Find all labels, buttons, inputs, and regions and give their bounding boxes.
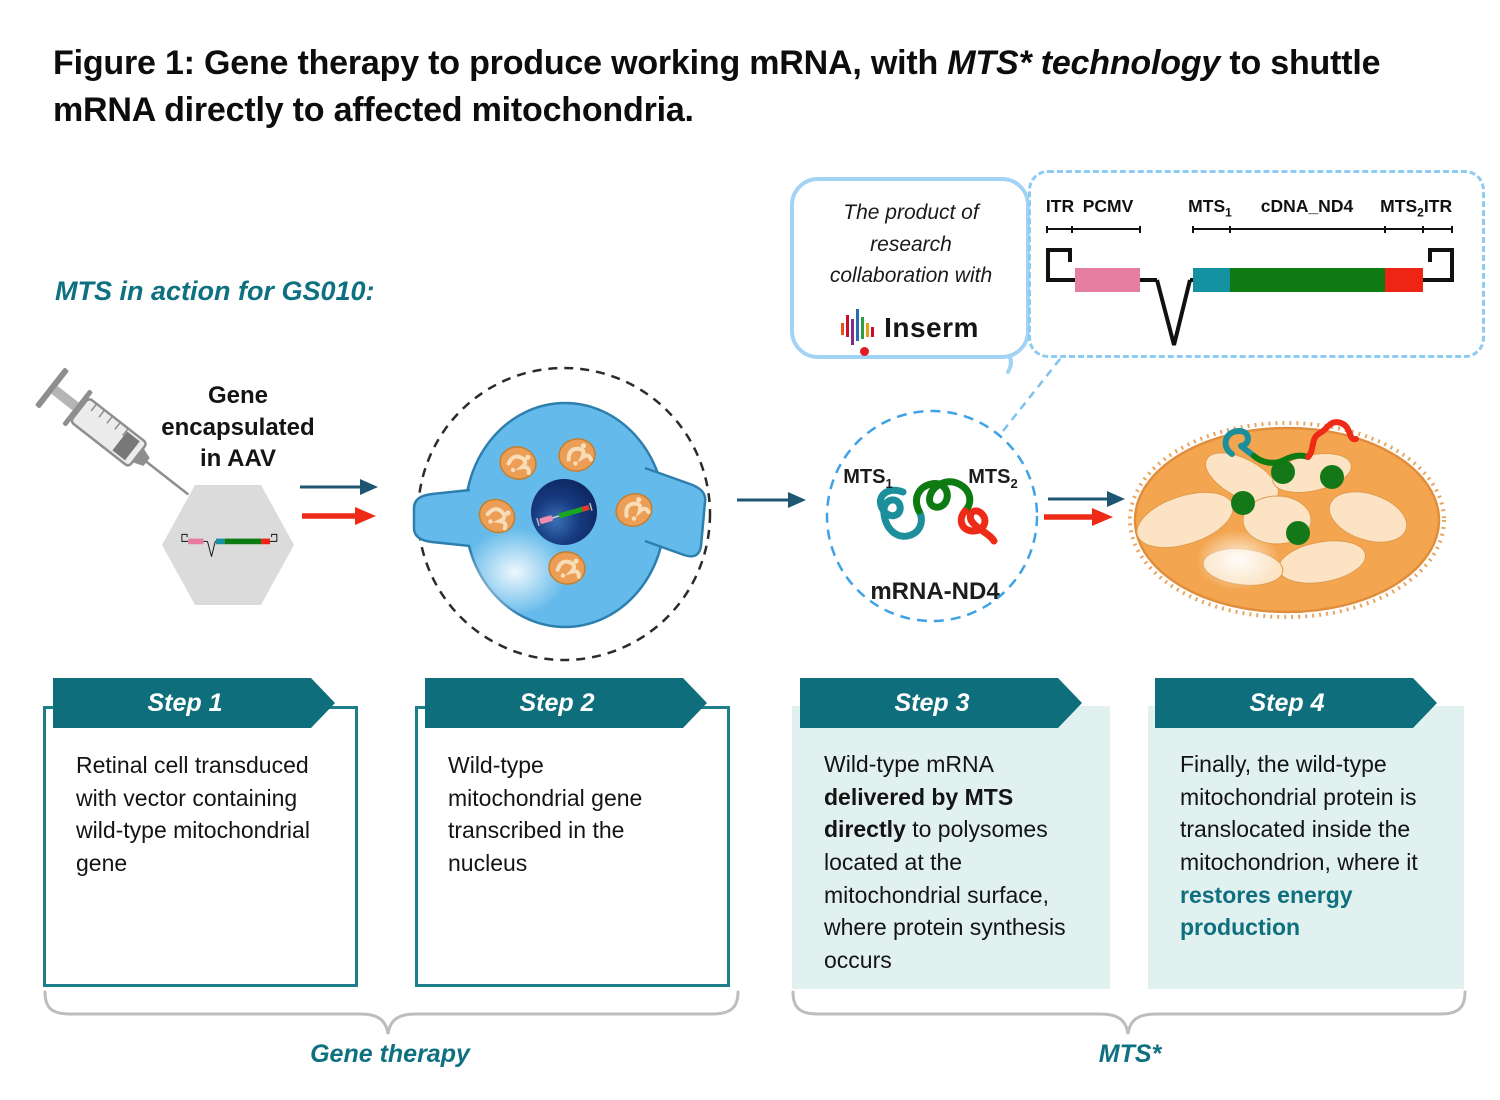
figure-title: Figure 1: Gene therapy to produce workin… (53, 40, 1448, 134)
surface-mrna-squiggle (1222, 419, 1359, 466)
label-mts-star: MTS* (1098, 1040, 1162, 1068)
step-4-body: Finally, the wild-type mitochondrial pro… (1180, 751, 1418, 941)
step-2-body: Wild-type mitochondrial gene transcribed… (448, 752, 643, 876)
construct-label-itr-left: ITR (1045, 196, 1075, 216)
title-part1: Figure 1: Gene therapy to produce workin… (53, 44, 948, 82)
construct-label-mts1: MTS1 (1188, 196, 1232, 220)
step-2-card: Wild-type mitochondrial gene transcribed… (415, 706, 730, 987)
mrna-squiggle (877, 478, 998, 545)
gene-capsule-caption: Gene encapsulated in AAV (161, 382, 315, 473)
collaboration-box: The product of research collaboration wi… (790, 177, 1030, 359)
arrow-blue-1 (300, 479, 378, 495)
mrna-circle (825, 409, 1039, 623)
step-3-banner: Step 3 (800, 678, 1082, 728)
step-2-banner: Step 2 (425, 678, 707, 728)
arrow-red-2 (1044, 508, 1113, 526)
step-4-card: Finally, the wild-type mitochondrial pro… (1148, 706, 1464, 989)
construct-connector-line (1002, 353, 1065, 432)
title-part3: to shuttle mRNA directly to affected mit… (53, 44, 1381, 129)
construct-label-pcmv: PCMV (1082, 196, 1134, 216)
retinal-cell-illustration (412, 366, 712, 662)
collaboration-text: The product of research collaboration wi… (829, 201, 993, 287)
step-1-body: Retinal cell transduced with vector cont… (76, 752, 310, 876)
syringe-icon (35, 368, 189, 496)
mrna-caption: mRNA-ND4 (870, 578, 1000, 605)
inserm-logo: Inserm (794, 307, 1026, 356)
mrna-label-mts2: MTS2 (968, 466, 1018, 491)
section-label: MTS in action for GS010: (55, 276, 375, 306)
construct-diagram-box (1028, 170, 1485, 358)
protein-dots (1231, 460, 1344, 545)
construct-label-mts2: MTS2 (1380, 196, 1424, 220)
construct-label-cdna: cDNA_ND4 (1260, 196, 1354, 216)
arrow-red-1 (302, 507, 376, 525)
inserm-wordmark: Inserm (884, 312, 979, 343)
mitochondrion-large (1128, 419, 1446, 619)
construct-label-itr-right: ITR (1423, 196, 1453, 216)
inserm-logo-bars (841, 309, 875, 345)
step-1-banner: Step 1 (53, 678, 335, 728)
nucleus-gene (536, 502, 593, 527)
step-3-card: Wild-type mRNA delivered by MTS directly… (792, 706, 1110, 989)
aav-hexagon (162, 485, 294, 605)
cell-dashed-outline (416, 366, 712, 662)
title-part2-italic: MTS* technology (947, 44, 1221, 82)
arrow-blue-3 (1048, 491, 1125, 507)
inserm-dot (860, 347, 869, 356)
mrna-label-mts1: MTS1 (843, 466, 893, 491)
arrow-blue-2 (737, 492, 806, 508)
step-1-card: Retinal cell transduced with vector cont… (43, 706, 358, 987)
brace-gene-therapy (43, 990, 740, 1035)
step-4-banner: Step 4 (1155, 678, 1437, 728)
step-3-body: Wild-type mRNA delivered by MTS directly… (824, 751, 1066, 973)
label-gene-therapy: Gene therapy (310, 1040, 470, 1068)
gene-construct-diagram (1046, 226, 1454, 347)
brace-mts (791, 990, 1467, 1035)
